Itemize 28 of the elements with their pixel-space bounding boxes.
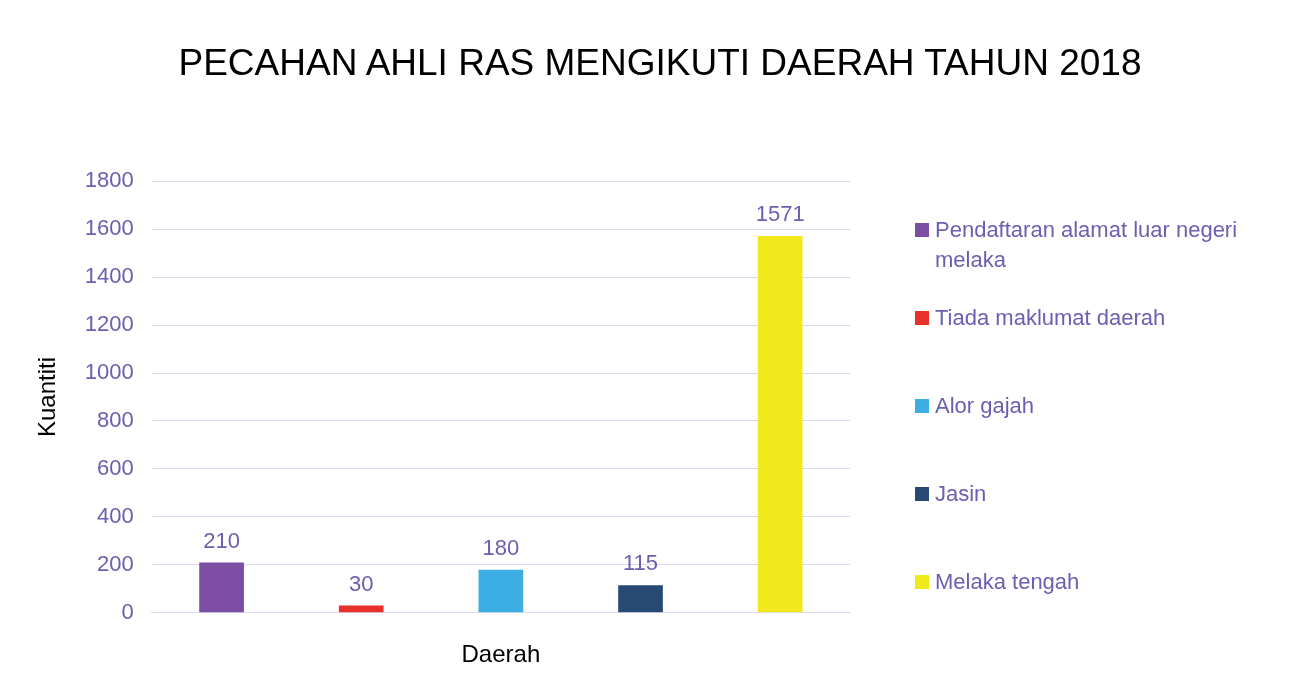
legend-label: Alor gajah [935, 392, 1035, 420]
bar [618, 585, 663, 613]
x-axis-title: Daerah [461, 640, 541, 668]
bar [478, 569, 524, 613]
legend-label: Tiada maklumat daerah [935, 304, 1166, 332]
chart-title: PECAHAN AHLI RAS MENGIKUTI DAERAH TAHUN 2018 [177, 41, 1143, 85]
y-tick-label: 1800 [84, 167, 134, 193]
y-tick-label: 1000 [84, 359, 134, 385]
data-label: 1571 [755, 201, 805, 227]
bar [338, 605, 384, 613]
data-label: 30 [348, 570, 374, 596]
y-tick-label: 600 [97, 455, 134, 480]
legend-label: Melaka tengah [935, 568, 1080, 596]
bar [757, 236, 803, 613]
y-tick-label: 0 [121, 598, 134, 624]
bar [199, 562, 244, 613]
y-axis-title: Kuantiti [33, 356, 61, 438]
y-tick-label: 400 [97, 502, 134, 528]
y-tick-label: 800 [97, 407, 134, 433]
data-label: 180 [482, 534, 520, 560]
y-tick-label: 1200 [84, 311, 134, 337]
data-label: 210 [203, 527, 240, 553]
data-label: 115 [622, 550, 659, 576]
y-tick-label: 200 [97, 550, 134, 576]
y-tick-label: 1400 [84, 263, 134, 289]
legend-label: Jasin [935, 480, 987, 508]
legend-label: Pendaftaran alamat luar negeri melaka [935, 216, 1239, 274]
y-tick-label: 1600 [84, 215, 134, 241]
